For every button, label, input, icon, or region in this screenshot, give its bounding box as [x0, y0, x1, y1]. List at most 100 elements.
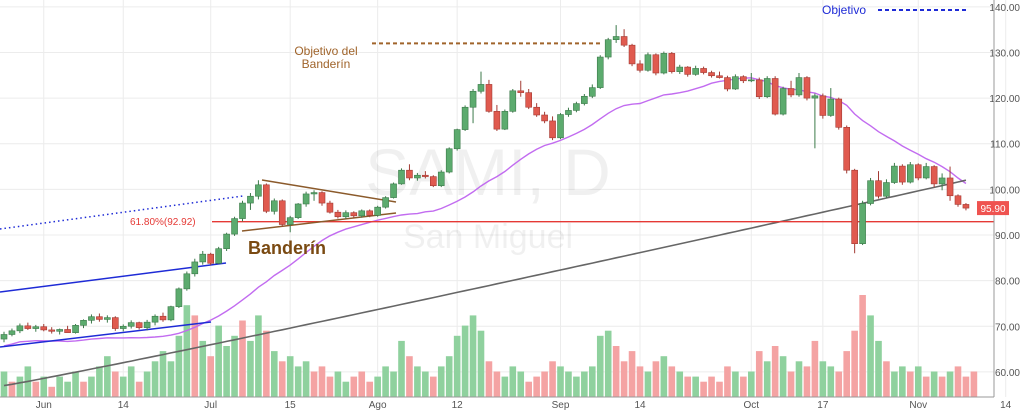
candle-body — [477, 84, 485, 92]
flag-label: Banderín — [248, 238, 326, 258]
x-tick-label: 14 — [634, 400, 646, 410]
candle — [263, 183, 270, 214]
candle-body — [771, 78, 779, 115]
candle-body — [469, 90, 477, 108]
candle-body — [509, 90, 517, 112]
volume-bar — [366, 381, 373, 397]
candle — [867, 177, 874, 206]
volume-bar — [604, 330, 612, 397]
candle — [573, 101, 580, 113]
candle-body — [263, 184, 270, 212]
volume-bar — [326, 376, 334, 397]
candle — [151, 314, 159, 326]
x-tick-label: Nov — [909, 400, 927, 410]
candle-body — [533, 106, 540, 116]
candle-body — [350, 212, 358, 217]
volume-bar — [318, 366, 326, 397]
volume-bar — [700, 381, 707, 397]
candle — [485, 79, 493, 113]
volume-bar — [835, 371, 843, 397]
volume-bar — [112, 371, 119, 397]
flag-upper-line — [261, 179, 397, 203]
candle-body — [406, 169, 413, 179]
volume-bar — [406, 356, 413, 397]
candle — [8, 328, 16, 337]
candle — [676, 64, 684, 74]
candle-body — [557, 114, 564, 139]
candle-body — [946, 177, 954, 197]
volume-bar — [310, 371, 318, 397]
volume-bar — [620, 361, 628, 397]
volume-bar — [748, 371, 755, 397]
volume-bar — [255, 315, 262, 397]
volume-bar — [565, 371, 572, 397]
candle-body — [851, 169, 858, 244]
candle — [588, 84, 596, 99]
candle — [501, 109, 509, 131]
volume-bar — [72, 371, 79, 397]
candle-body — [867, 180, 874, 204]
candle — [255, 180, 262, 200]
volume-bar — [938, 376, 946, 397]
candle-body — [612, 36, 620, 41]
candle-body — [692, 68, 699, 75]
candle-body — [628, 44, 636, 65]
volume-bar — [8, 381, 16, 397]
last-price-label: 95.90 — [980, 204, 1005, 215]
candle — [191, 258, 199, 277]
candle — [692, 65, 699, 76]
candle-body — [390, 183, 397, 198]
volume-bar — [231, 335, 238, 397]
volume-bar — [660, 356, 668, 397]
candle — [906, 161, 914, 184]
volume-bar — [883, 361, 890, 397]
x-tick-label: 15 — [285, 400, 297, 410]
candle-body — [255, 184, 262, 197]
candle — [231, 216, 238, 236]
candle — [56, 328, 63, 335]
volume-bar — [581, 371, 588, 397]
volume-bar — [453, 335, 461, 397]
candle — [461, 105, 469, 131]
trend-dotted-line — [0, 195, 244, 230]
volume-bar — [16, 376, 24, 397]
volume-bar — [461, 325, 469, 397]
candle — [294, 203, 302, 220]
candle — [32, 324, 40, 332]
x-tick-label: 17 — [817, 400, 829, 410]
candle-body — [549, 120, 556, 139]
candle — [223, 232, 230, 251]
volume-bar — [80, 381, 87, 397]
candle — [787, 80, 795, 98]
volume-bar — [64, 381, 71, 397]
candle-body — [72, 325, 79, 333]
volume-bar — [445, 356, 453, 397]
candle-body — [429, 176, 437, 187]
last-price-badge — [977, 201, 1009, 216]
candle — [899, 164, 906, 185]
candle-body — [286, 217, 294, 225]
candle-body — [747, 79, 755, 82]
volume-bar — [684, 376, 691, 397]
y-tick-label: 140.00 — [989, 3, 1020, 14]
volume-bar — [954, 366, 962, 397]
volume-bar — [589, 366, 596, 397]
candle — [72, 323, 79, 334]
candle-body — [207, 253, 214, 264]
candle-body — [740, 76, 747, 82]
x-tick-label: 14 — [1000, 400, 1012, 410]
annotations: Banderín Objetivo del Banderín Objetivo … — [130, 3, 866, 258]
candle — [779, 86, 787, 116]
volume-bar — [819, 361, 827, 397]
candle-body — [8, 330, 16, 335]
volume-bar — [596, 335, 604, 397]
candle-body — [541, 114, 548, 122]
volume-bar — [247, 340, 254, 397]
candle — [135, 321, 143, 330]
candle-body — [302, 193, 310, 205]
candle-body — [278, 200, 286, 225]
volume-bar — [32, 381, 40, 397]
candle-body — [581, 95, 588, 104]
candle — [334, 209, 342, 219]
volume-bar — [40, 376, 48, 397]
